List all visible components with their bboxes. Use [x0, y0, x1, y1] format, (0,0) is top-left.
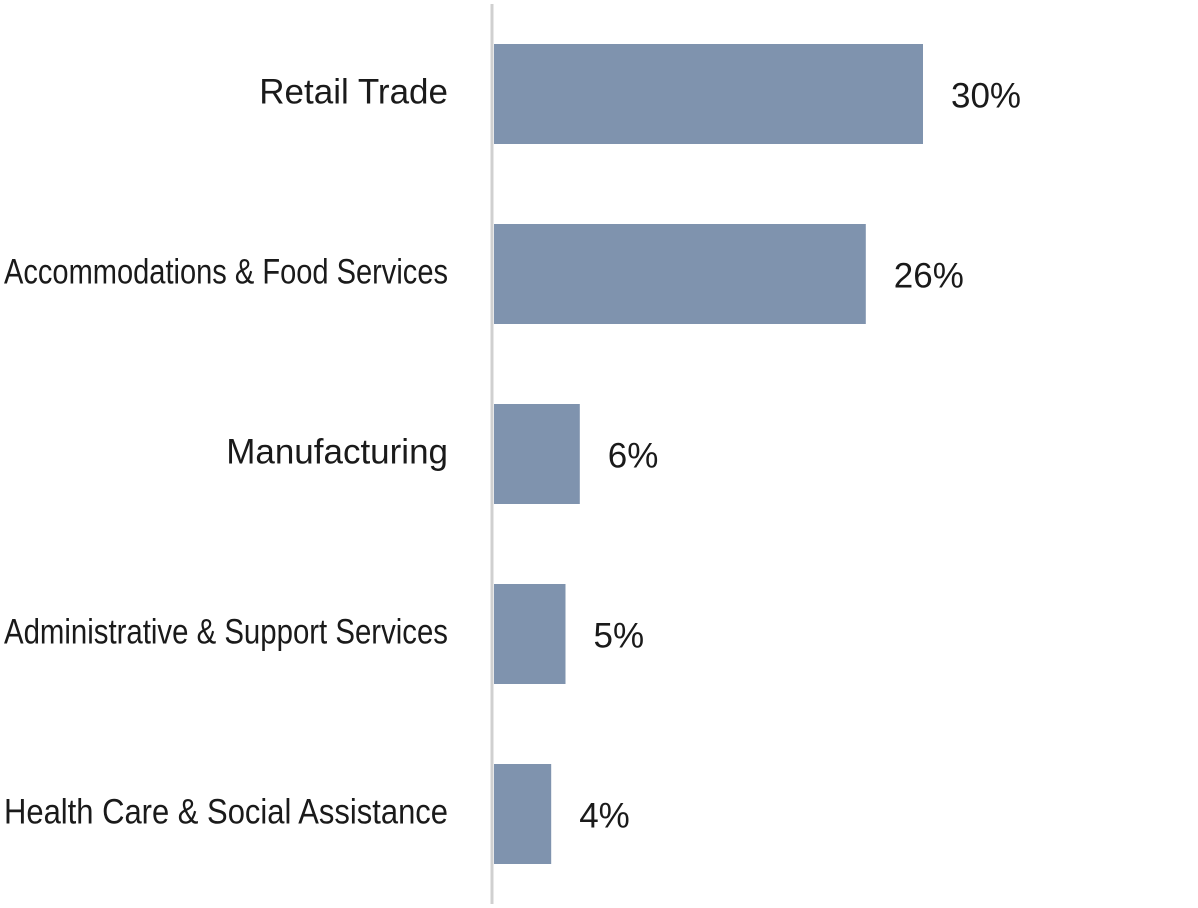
value-label-4: 4% — [579, 796, 630, 835]
value-labels-group: 30% 26% 6% 5% 4% — [579, 76, 1021, 835]
category-label-3: Administrative & Support Services — [4, 612, 448, 651]
bar-4 — [494, 764, 552, 864]
bar-1 — [494, 224, 866, 324]
category-label-1: Accommodations & Food Services — [4, 252, 448, 291]
value-label-2: 6% — [608, 436, 659, 475]
bar-3 — [494, 584, 566, 684]
category-label-4: Health Care & Social Assistance — [4, 792, 448, 831]
bars-group — [494, 44, 923, 864]
bar-2 — [494, 404, 580, 504]
value-label-1: 26% — [894, 256, 964, 295]
category-label-2: Manufacturing — [226, 432, 448, 471]
value-label-3: 5% — [594, 616, 645, 655]
bar-0 — [494, 44, 923, 144]
value-label-0: 30% — [951, 76, 1021, 115]
category-label-0: Retail Trade — [259, 72, 448, 111]
category-labels-group: Retail Trade Accommodations & Food Servic… — [4, 72, 448, 831]
